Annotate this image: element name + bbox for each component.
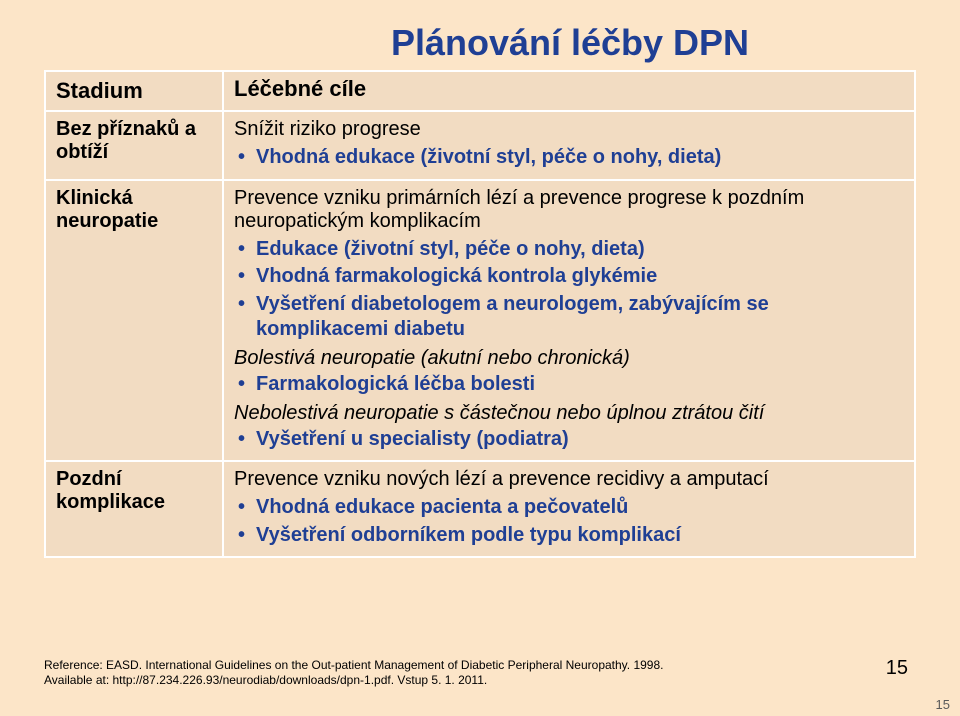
- row-1-bullets-g1: Farmakologická léčba bolesti: [234, 372, 904, 398]
- row-2-goals: Prevence vzniku nových lézí a prevence r…: [223, 461, 915, 557]
- table-row: Bez příznaků a obtíží Snížit riziko prog…: [45, 111, 915, 180]
- row-1-stage: Klinická neuropatie: [45, 180, 223, 462]
- bullet-item: Vhodná edukace pacienta a pečovatelů: [234, 495, 904, 521]
- row-0-goals: Snížit riziko progrese Vhodná edukace (ž…: [223, 111, 915, 180]
- page-number-footer: 15: [936, 697, 950, 712]
- row-1-bullets-g2: Vyšetření u specialisty (podiatra): [234, 427, 904, 453]
- table-row: Pozdní komplikace Prevence vzniku nových…: [45, 461, 915, 557]
- bullet-item: Vyšetření odborníkem podle typu komplika…: [234, 523, 904, 549]
- bullet-item: Vhodná edukace (životní styl, péče o noh…: [234, 145, 904, 171]
- table-row: Klinická neuropatie Prevence vzniku prim…: [45, 180, 915, 462]
- row-1-goals: Prevence vzniku primárních lézí a preven…: [223, 180, 915, 462]
- reference-line-2: Available at: http://87.234.226.93/neuro…: [44, 673, 487, 687]
- row-1-lead: Prevence vzniku primárních lézí a preven…: [234, 187, 904, 233]
- header-stadium: Stadium: [45, 71, 223, 111]
- bullet-item: Vyšetření diabetologem a neurologem, zab…: [234, 292, 904, 343]
- row-0-stage: Bez příznaků a obtíží: [45, 111, 223, 180]
- row-1-bullets-g0: Edukace (životní styl, péče o nohy, diet…: [234, 237, 904, 343]
- row-2-lead: Prevence vzniku nových lézí a prevence r…: [234, 468, 904, 491]
- page-number-main: 15: [886, 657, 908, 680]
- row-0-lead: Snížit riziko progrese: [234, 118, 904, 141]
- row-1-sub-1: Bolestivá neuropatie (akutní nebo chroni…: [234, 347, 904, 370]
- bullet-item: Edukace (životní styl, péče o nohy, diet…: [234, 237, 904, 263]
- bullet-item: Farmakologická léčba bolesti: [234, 372, 904, 398]
- bullet-item: Vyšetření u specialisty (podiatra): [234, 427, 904, 453]
- row-2-stage: Pozdní komplikace: [45, 461, 223, 557]
- header-goals: Léčebné cíle: [223, 71, 915, 111]
- reference-citation: Reference: EASD. International Guideline…: [44, 658, 764, 688]
- row-2-bullets: Vhodná edukace pacienta a pečovatelů Vyš…: [234, 495, 904, 548]
- treatment-planning-table: Stadium Léčebné cíle Bez příznaků a obtí…: [44, 70, 916, 558]
- table-header-row: Stadium Léčebné cíle: [45, 71, 915, 111]
- reference-line-1: Reference: EASD. International Guideline…: [44, 658, 663, 672]
- bullet-item: Vhodná farmakologická kontrola glykémie: [234, 264, 904, 290]
- row-0-bullets: Vhodná edukace (životní styl, péče o noh…: [234, 145, 904, 171]
- slide-title: Plánování léčby DPN: [224, 22, 916, 64]
- row-1-sub-2: Nebolestivá neuropatie s částečnou nebo …: [234, 402, 904, 425]
- slide-page: Plánování léčby DPN Stadium Léčebné cíle…: [0, 0, 960, 716]
